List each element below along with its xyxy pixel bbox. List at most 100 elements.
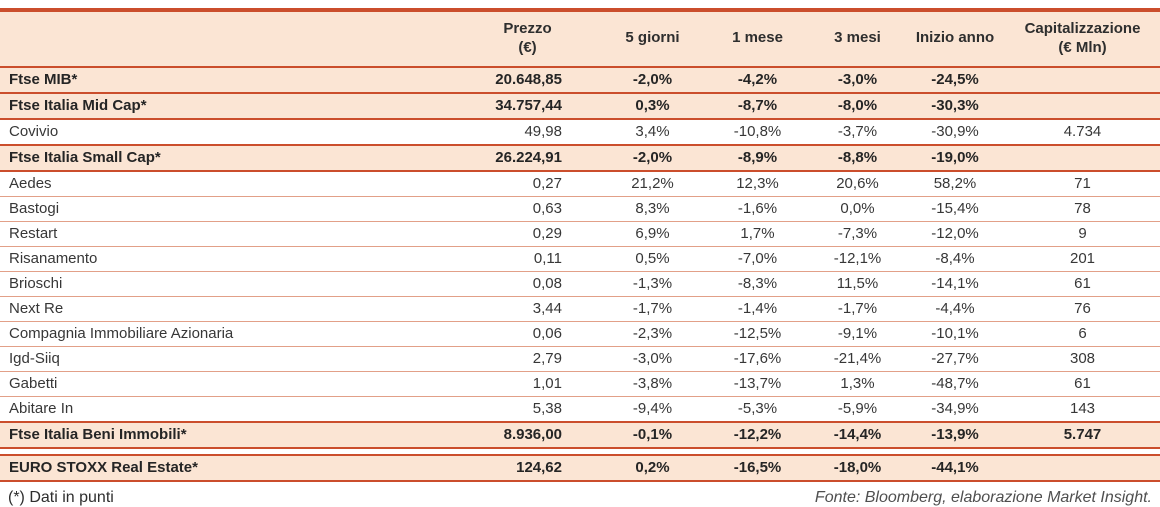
cell-ytd: 58,2% (905, 170, 1005, 197)
cell-cap: 4.734 (1005, 118, 1160, 145)
cell-m1: -1,4% (705, 296, 810, 322)
table-row: Next Re 3,44 -1,7% -1,4% -1,7% -4,4% 76 (0, 296, 1160, 322)
cell-name: Abitare In (0, 396, 455, 422)
cell-name: Ftse MIB* (0, 65, 455, 94)
cell-g5: -1,3% (600, 271, 705, 297)
spacer-row (0, 447, 1160, 455)
cell-m3: -12,1% (810, 246, 905, 272)
cell-cap: 76 (1005, 296, 1160, 322)
cell-ytd: -8,4% (905, 246, 1005, 272)
table-row: Ftse Italia Small Cap* 26.224,91 -2,0% -8,9… (0, 143, 1160, 172)
cell-prezzo: 0,63 (455, 196, 600, 222)
cell-name: Covivio (0, 118, 455, 145)
cell-m3: 0,0% (810, 196, 905, 222)
cell-prezzo: 2,79 (455, 346, 600, 372)
cell-ytd: -44,1% (905, 453, 1005, 482)
cell-cap: 6 (1005, 321, 1160, 347)
cell-cap: 5.747 (1005, 420, 1160, 449)
cell-ytd: -13,9% (905, 420, 1005, 449)
column-header-name (0, 8, 455, 68)
column-header-3-mesi: 3 mesi (810, 8, 905, 68)
cell-m3: -3,0% (810, 65, 905, 94)
table-row: Abitare In 5,38 -9,4% -5,3% -5,9% -34,9% 143 (0, 396, 1160, 422)
cell-ytd: -24,5% (905, 65, 1005, 94)
column-header-prezzo: Prezzo (€) (455, 8, 600, 68)
cell-g5: -0,1% (600, 420, 705, 449)
cell-m1: -12,5% (705, 321, 810, 347)
cell-ytd: -19,0% (905, 143, 1005, 172)
cell-ytd: -14,1% (905, 271, 1005, 297)
cell-ytd: -27,7% (905, 346, 1005, 372)
cell-ytd: -10,1% (905, 321, 1005, 347)
table-row: Brioschi 0,08 -1,3% -8,3% 11,5% -14,1% 61 (0, 271, 1160, 297)
cell-m3: -8,8% (810, 143, 905, 172)
cell-name: Next Re (0, 296, 455, 322)
cell-m1: -16,5% (705, 453, 810, 482)
cell-g5: 21,2% (600, 170, 705, 197)
table-footer: (*) Dati in punti Fonte: Bloomberg, elab… (0, 482, 1160, 507)
table-row: Igd-Siiq 2,79 -3,0% -17,6% -21,4% -27,7% 308 (0, 346, 1160, 372)
column-header-capitalizzazione: Capitalizzazione (€ Mln) (1005, 8, 1160, 68)
cell-cap (1005, 453, 1160, 482)
table-row: Bastogi 0,63 8,3% -1,6% 0,0% -15,4% 78 (0, 196, 1160, 222)
cell-ytd: -30,3% (905, 91, 1005, 120)
column-header-inizio-anno: Inizio anno (905, 8, 1005, 68)
cell-name: Ftse Italia Small Cap* (0, 143, 455, 172)
cell-name: Bastogi (0, 196, 455, 222)
table-row: Covivio 49,98 3,4% -10,8% -3,7% -30,9% 4.734 (0, 118, 1160, 145)
column-header-1-mese: 1 mese (705, 8, 810, 68)
cell-m3: -7,3% (810, 221, 905, 247)
cell-prezzo: 0,29 (455, 221, 600, 247)
cell-cap (1005, 65, 1160, 94)
cell-prezzo: 0,11 (455, 246, 600, 272)
cell-m1: -4,2% (705, 65, 810, 94)
cell-prezzo: 20.648,85 (455, 65, 600, 94)
cell-m1: -8,3% (705, 271, 810, 297)
cell-cap: 71 (1005, 170, 1160, 197)
cell-m1: -10,8% (705, 118, 810, 145)
cell-prezzo: 0,27 (455, 170, 600, 197)
cell-prezzo: 49,98 (455, 118, 600, 145)
cell-cap (1005, 91, 1160, 120)
cell-prezzo: 8.936,00 (455, 420, 600, 449)
cell-name: EURO STOXX Real Estate* (0, 453, 455, 482)
cell-name: Compagnia Immobiliare Azionaria (0, 321, 455, 347)
cell-prezzo: 124,62 (455, 453, 600, 482)
cell-g5: -1,7% (600, 296, 705, 322)
table-row: Ftse Italia Beni Immobili* 8.936,00 -0,1% -… (0, 420, 1160, 449)
cell-m1: 12,3% (705, 170, 810, 197)
cell-g5: -3,8% (600, 371, 705, 397)
cell-cap (1005, 143, 1160, 172)
cell-cap: 78 (1005, 196, 1160, 222)
cell-g5: 0,3% (600, 91, 705, 120)
cell-cap: 61 (1005, 271, 1160, 297)
column-header-5-giorni: 5 giorni (600, 8, 705, 68)
cell-g5: 0,2% (600, 453, 705, 482)
cell-g5: 0,5% (600, 246, 705, 272)
cell-ytd: -34,9% (905, 396, 1005, 422)
cell-m1: -1,6% (705, 196, 810, 222)
cell-g5: -9,4% (600, 396, 705, 422)
cell-m3: 20,6% (810, 170, 905, 197)
cell-prezzo: 34.757,44 (455, 91, 600, 120)
cell-name: Igd-Siiq (0, 346, 455, 372)
table-row: Compagnia Immobiliare Azionaria 0,06 -2,3%… (0, 321, 1160, 347)
cell-m1: -8,7% (705, 91, 810, 120)
spacer-cell (0, 447, 1160, 455)
cell-g5: 3,4% (600, 118, 705, 145)
cell-name: Ftse Italia Beni Immobili* (0, 420, 455, 449)
table-row: Aedes 0,27 21,2% 12,3% 20,6% 58,2% 71 (0, 170, 1160, 197)
footnote: (*) Dati in punti (8, 488, 114, 506)
cell-m3: 11,5% (810, 271, 905, 297)
cell-m3: -9,1% (810, 321, 905, 347)
cell-g5: -3,0% (600, 346, 705, 372)
cell-cap: 201 (1005, 246, 1160, 272)
cell-prezzo: 5,38 (455, 396, 600, 422)
table-row: Ftse MIB* 20.648,85 -2,0% -4,2% -3,0% -24,5% (0, 65, 1160, 94)
cell-g5: -2,0% (600, 143, 705, 172)
cell-m3: -8,0% (810, 91, 905, 120)
cell-m1: 1,7% (705, 221, 810, 247)
cell-name: Brioschi (0, 271, 455, 297)
cell-g5: -2,0% (600, 65, 705, 94)
cell-ytd: -48,7% (905, 371, 1005, 397)
